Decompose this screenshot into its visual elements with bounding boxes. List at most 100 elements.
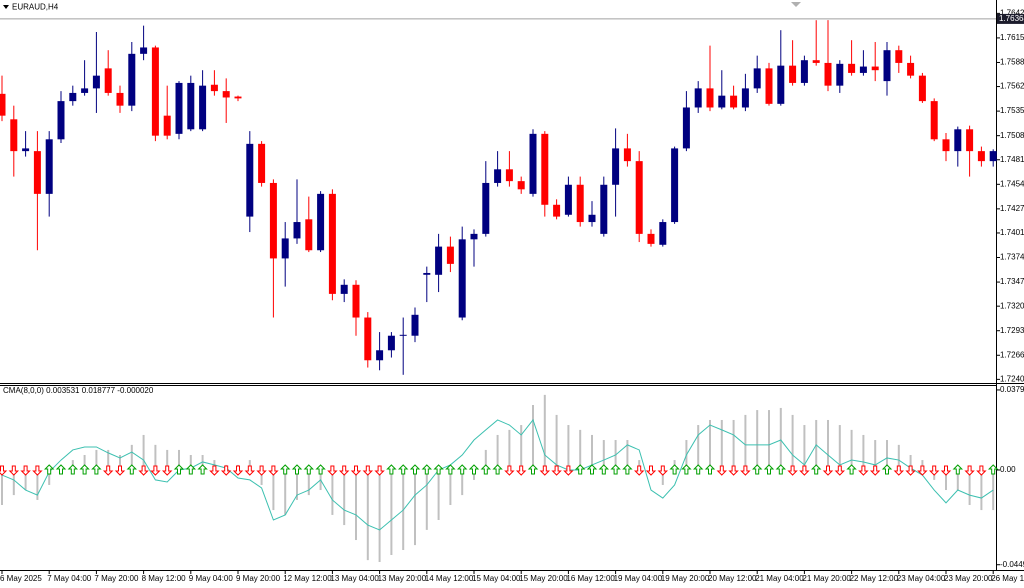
- candle-body: [800, 60, 808, 83]
- candle-body: [883, 50, 891, 82]
- candle-body: [600, 184, 608, 234]
- candle-body: [529, 133, 537, 194]
- signal-arrow-up: [421, 464, 433, 475]
- candle-body: [966, 129, 974, 152]
- candle-body: [45, 139, 53, 194]
- signal-arrow-down: [539, 465, 551, 476]
- candle-body: [246, 143, 254, 217]
- candle-body: [470, 233, 478, 240]
- x-tick-label: 16 May 12:00: [566, 574, 615, 583]
- x-tick-label: 23 May 20:00: [944, 574, 993, 583]
- signal-arrow-down: [232, 465, 244, 476]
- signal-arrow-down: [0, 465, 8, 476]
- signal-arrow-up: [55, 464, 67, 475]
- candle-body: [210, 84, 218, 92]
- signal-arrow-down: [633, 465, 645, 476]
- signal-arrow-up: [586, 464, 598, 475]
- signal-arrow-up: [197, 464, 208, 475]
- signal-arrow-down: [244, 465, 256, 476]
- signal-arrow-up: [79, 464, 90, 475]
- candle-body: [753, 68, 761, 89]
- candle-body: [199, 85, 207, 130]
- signal-arrow-up: [763, 464, 775, 475]
- signal-arrow-down: [728, 465, 739, 476]
- signal-arrow-down: [338, 465, 350, 476]
- candle-body: [954, 129, 962, 152]
- signal-arrow-up: [669, 464, 680, 475]
- candle-body: [848, 63, 856, 73]
- signal-arrow-up: [433, 464, 444, 475]
- signal-arrow-down: [350, 465, 362, 476]
- signal-arrow-up: [67, 464, 79, 475]
- signal-arrow-down: [362, 465, 374, 476]
- signal-arrow-down: [905, 465, 916, 476]
- candle-body: [175, 82, 183, 134]
- signal-arrow-down: [515, 465, 527, 476]
- candle-body: [517, 181, 525, 190]
- signal-arrow-up: [397, 464, 409, 475]
- x-tick-label: 21 May 04:00: [755, 574, 804, 583]
- symbol-dropdown[interactable]: [3, 5, 9, 9]
- signal-arrow-down: [834, 465, 846, 476]
- signal-arrow-down: [964, 465, 975, 476]
- signal-arrow-up: [846, 464, 857, 475]
- y-tick-label: 0.00: [1000, 465, 1016, 474]
- candle-body: [387, 335, 395, 351]
- signal-arrow-down: [161, 465, 173, 476]
- signal-arrow-up: [598, 464, 610, 475]
- candle-body: [694, 88, 702, 108]
- y-tick-label: -0.0449: [1000, 560, 1024, 569]
- y-tick-label: 1.76425: [1000, 8, 1024, 17]
- candle-body: [576, 184, 584, 223]
- signal-arrow-down: [645, 465, 657, 476]
- signal-arrow-up: [185, 464, 197, 475]
- x-tick-label: 15 May 04:00: [472, 574, 521, 583]
- candle-body: [140, 47, 148, 54]
- candle-body: [871, 66, 879, 71]
- candle-body: [399, 334, 407, 336]
- candle-body: [293, 222, 301, 239]
- candle-body: [269, 182, 277, 259]
- shift-marker: [791, 2, 801, 7]
- candle-body: [57, 101, 65, 140]
- signal-arrow-down: [138, 465, 149, 476]
- signal-arrow-up: [173, 464, 185, 475]
- y-tick-label: 0.03793: [1000, 385, 1024, 394]
- y-tick-label: 1.75350: [1000, 106, 1024, 115]
- y-tick-label: 1.73205: [1000, 301, 1024, 310]
- candle-body: [635, 161, 643, 234]
- candle-body: [10, 119, 18, 152]
- candle-body: [895, 50, 903, 63]
- x-tick-label: 21 May 20:00: [802, 574, 851, 583]
- candle-body: [33, 151, 41, 194]
- candle-body: [907, 62, 915, 76]
- signal-arrow-down: [114, 465, 126, 476]
- x-tick-label: 19 May 04:00: [614, 574, 663, 583]
- signal-arrow-down: [327, 465, 338, 476]
- candle-body: [281, 238, 289, 259]
- candle-body: [812, 60, 820, 63]
- x-tick-label: 23 May 04:00: [897, 574, 946, 583]
- candle-body: [317, 193, 325, 251]
- signal-arrow-down: [917, 465, 928, 476]
- symbol-box: [0, 0, 56, 14]
- candle-body: [706, 88, 714, 108]
- y-tick-label: 1.72665: [1000, 350, 1024, 359]
- candle-body: [789, 65, 797, 83]
- y-tick-label: 1.74275: [1000, 204, 1024, 213]
- signal-arrow-up: [527, 464, 539, 475]
- signal-arrow-up: [810, 464, 822, 475]
- signal-arrow-down: [20, 465, 31, 476]
- signal-arrow-down: [858, 465, 869, 476]
- signal-arrow-down: [563, 465, 574, 476]
- candle-body: [104, 68, 112, 93]
- candle-body: [0, 93, 6, 116]
- x-tick-label: 13 May 04:00: [330, 574, 379, 583]
- candle-body: [942, 139, 950, 152]
- candle-body: [364, 317, 372, 361]
- chart-title: EURAUD,H4: [12, 3, 59, 12]
- x-tick-label: 12 May 12:00: [283, 574, 332, 583]
- last-price-label: 1.76364: [999, 14, 1024, 23]
